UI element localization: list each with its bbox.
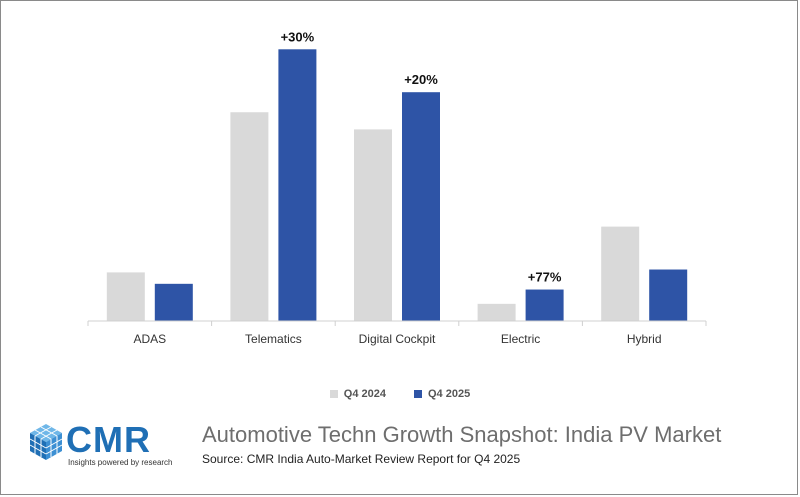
legend: Q4 2024 Q4 2025	[0, 388, 800, 400]
logo-text: CMR	[66, 419, 151, 460]
legend-swatch-q4-2025	[414, 390, 422, 398]
legend-label-q4-2025: Q4 2025	[428, 388, 471, 400]
x-tick-label-electric: Electric	[501, 332, 540, 346]
bar-telematics-q4-2024	[230, 112, 269, 321]
bar-electric-q4-2025	[525, 289, 564, 321]
logo-tagline: Insights powered by research	[68, 458, 173, 467]
logo-cube-icon	[29, 424, 63, 460]
legend-item-q4-2025: Q4 2025	[414, 388, 470, 400]
chart-source: Source: CMR India Auto-Market Review Rep…	[202, 452, 521, 466]
legend-item-q4-2024: Q4 2024	[329, 388, 386, 400]
growth-label-electric: +77%	[528, 270, 562, 285]
bar-hybrid-q4-2025	[649, 269, 688, 321]
growth-label-digital-cockpit: +20%	[404, 72, 438, 87]
legend-label-q4-2024: Q4 2024	[343, 388, 386, 400]
bar-adas-q4-2025	[154, 283, 193, 321]
bar-electric-q4-2024	[477, 303, 516, 321]
bar-hybrid-q4-2024	[601, 226, 640, 321]
x-tick-label-adas: ADAS	[133, 332, 166, 346]
growth-label-telematics: +30%	[281, 29, 315, 44]
chart-title: Automotive Techn Growth Snapshot: India …	[202, 422, 722, 447]
bar-telematics-q4-2025	[278, 49, 317, 322]
bar-chart: ADAS Telematics Digital Cockpit Electric Hyb…	[87, 29, 707, 346]
x-tick-label-hybrid: Hybrid	[627, 332, 662, 346]
cmr-logo: CMR Insights powered by research	[26, 420, 186, 470]
bar-digital-cockpit-q4-2025	[402, 92, 440, 321]
x-tick-label-digital-cockpit: Digital Cockpit	[359, 332, 436, 346]
bar-digital-cockpit-q4-2024	[354, 129, 392, 321]
x-tick-label-telematics: Telematics	[245, 332, 302, 346]
legend-swatch-q4-2024	[329, 390, 338, 398]
bar-adas-q4-2024	[106, 272, 145, 321]
